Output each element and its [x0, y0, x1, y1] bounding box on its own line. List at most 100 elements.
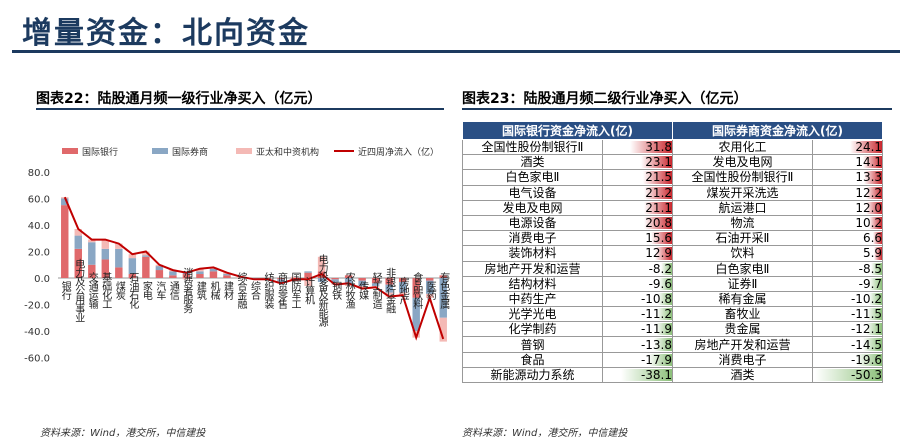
value-number: -11.5 — [850, 307, 883, 322]
net-value-cell: -10.8 — [601, 290, 674, 308]
table-row: 酒类 23.1 发电及电网 14.1 — [462, 154, 884, 171]
category-label: 非银行金融 — [384, 267, 396, 314]
bar-segment-国际银行 — [223, 275, 231, 278]
value-number: -19.6 — [850, 352, 883, 367]
category-label: 商贸零售 — [276, 271, 288, 310]
industry-name-cell: 酒类 — [462, 154, 603, 171]
category-label: 房地产 — [397, 275, 409, 305]
value-number: 10.2 — [855, 216, 883, 231]
legend-label: 近四周净流入（亿） — [358, 146, 439, 158]
category-label: 国防军工 — [289, 272, 301, 308]
bar-segment-国际银行 — [209, 271, 218, 278]
industry-name-cell: 畜牧业 — [672, 306, 814, 323]
bar-segment-国际银行 — [155, 270, 164, 278]
bar-segment-国际券商 — [128, 258, 137, 275]
value-bar — [643, 186, 673, 199]
industry-name-cell: 石油开采Ⅱ — [672, 230, 814, 247]
bar-segment-国际券商 — [304, 271, 312, 273]
value-bar — [659, 277, 673, 290]
value-bar — [654, 247, 673, 260]
value-bar — [657, 308, 673, 321]
bar-segment-亚太和中资机构 — [304, 278, 312, 286]
industry-name-cell: 农用化工 — [672, 138, 814, 156]
industry-name-cell: 发电及电网 — [672, 154, 814, 171]
table-row: 房地产开发和运营 -8.2 白色家电Ⅱ -8.5 — [462, 260, 884, 277]
industry-name-cell: 发电及电网 — [462, 199, 603, 216]
value-number: 5.9 — [862, 246, 883, 261]
net-value-cell: 21.5 — [601, 169, 674, 186]
table-row: 光学光电 -11.2 畜牧业 -11.5 — [462, 306, 884, 323]
table-row: 普钢 -13.8 房地产开发和运营 -14.5 — [462, 336, 884, 353]
bar-segment-国际银行 — [344, 275, 353, 278]
value-bar — [866, 308, 883, 321]
value-number: 6.6 — [862, 231, 883, 246]
bar-segment-亚太和中资机构 — [317, 256, 326, 272]
value-number: -11.9 — [640, 322, 673, 337]
bar-segment-国际银行 — [74, 248, 82, 278]
value-bar — [644, 201, 673, 214]
value-number: 21.2 — [645, 185, 673, 200]
net-value-cell: 10.2 — [812, 214, 884, 232]
header-divider — [12, 50, 900, 53]
table-row: 化学制药 -11.9 贵金属 -12.1 — [462, 321, 884, 338]
bar-segment-国际券商 — [317, 278, 326, 282]
value-number: 31.8 — [645, 140, 673, 155]
right-title-underline — [462, 108, 892, 110]
net-value-cell: -12.1 — [812, 321, 884, 338]
bar-segment-亚太和中资机构 — [412, 331, 420, 338]
industry-name-cell: 贵金属 — [672, 321, 814, 338]
bar-segment-国际银行 — [358, 278, 366, 281]
net-value-cell: -8.2 — [601, 260, 674, 277]
value-number: 21.1 — [645, 200, 673, 215]
value-bar — [866, 201, 883, 214]
bar-segment-国际券商 — [115, 248, 123, 268]
bank-column-header: 国际银行资金净流入(亿) — [461, 121, 674, 140]
industry-name-cell: 证券Ⅱ — [672, 275, 814, 292]
net-value-cell: -19.6 — [812, 351, 884, 368]
value-bar — [873, 232, 883, 245]
value-number: -9.6 — [648, 276, 673, 291]
broker-column-header: 国际券商资金净流入(亿) — [672, 121, 884, 140]
value-number: 12.2 — [855, 185, 883, 200]
table-row: 装饰材料 12.9 饮料 5.9 — [462, 245, 884, 262]
right-figure-title: 图表23：陆股通月频二级行业净买入（亿元） — [462, 91, 748, 107]
value-bar — [874, 247, 883, 260]
bar-segment-国际券商 — [331, 279, 339, 282]
net-value-cell: -11.2 — [601, 306, 674, 323]
legend-swatch — [152, 148, 168, 154]
table-row: 发电及电网 21.1 航运港口 12.0 — [462, 199, 884, 216]
value-number: 12.9 — [645, 246, 673, 261]
value-number: -12.1 — [850, 322, 883, 337]
value-number: 24.1 — [855, 140, 883, 155]
category-label: 煤炭 — [113, 280, 125, 301]
industry-name-cell: 光学光电 — [462, 306, 603, 323]
bar-segment-亚太和中资机构 — [439, 317, 447, 342]
bar-segment-亚太和中资机构 — [331, 281, 339, 285]
net-value-cell: 13.3 — [812, 169, 884, 186]
value-number: -11.2 — [640, 307, 673, 322]
net-value-cell: -10.2 — [812, 290, 884, 308]
bar-segment-国际券商 — [88, 242, 96, 265]
industry-name-cell: 普钢 — [462, 336, 603, 353]
bar-segment-亚太和中资机构 — [142, 251, 150, 256]
bar-segment-国际银行 — [101, 259, 110, 278]
industry-name-cell: 装饰材料 — [462, 245, 603, 262]
industry-name-cell: 航运港口 — [672, 199, 814, 216]
net-value-cell: 21.1 — [601, 199, 674, 216]
table-row: 电气设备 21.2 煤炭开采洗选 12.2 — [462, 184, 884, 201]
net-value-cell: -8.5 — [812, 260, 884, 277]
table-row: 新能源动力系统 -38.1 酒类 -50.3 — [462, 366, 884, 384]
bar-segment-国际银行 — [277, 278, 285, 280]
category-label: 基础化工 — [100, 271, 112, 308]
net-value-cell: 14.1 — [812, 154, 884, 171]
net-value-cell: 12.2 — [812, 184, 884, 201]
table-header-row: 国际银行资金净流入(亿) 国际券商资金净流入(亿) — [461, 121, 884, 140]
legend-label: 国际券商 — [172, 146, 208, 158]
value-number: 12.0 — [855, 200, 883, 215]
left-title-underline — [36, 108, 444, 110]
bar-segment-国际券商 — [439, 278, 447, 318]
legend-swatch — [236, 148, 252, 154]
bar-segment-国际银行 — [128, 274, 137, 278]
category-label: 纺织服装 — [262, 271, 274, 310]
category-label: 电力设备及新能源 — [316, 253, 328, 328]
